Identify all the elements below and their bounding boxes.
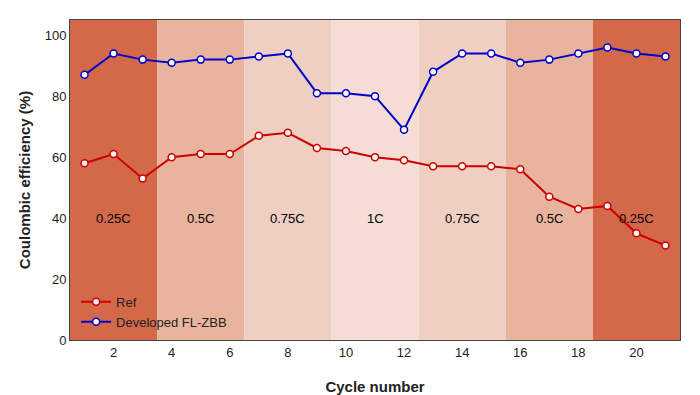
svg-text:Ref: Ref: [116, 295, 137, 310]
svg-text:20: 20: [52, 272, 66, 287]
svg-text:0: 0: [59, 333, 66, 348]
svg-text:40: 40: [52, 211, 66, 226]
svg-text:0.5C: 0.5C: [187, 211, 214, 226]
svg-text:1C: 1C: [367, 211, 384, 226]
svg-text:18: 18: [571, 345, 585, 360]
svg-text:12: 12: [397, 345, 411, 360]
svg-text:6: 6: [226, 345, 233, 360]
svg-text:20: 20: [629, 345, 643, 360]
svg-text:0.5C: 0.5C: [536, 211, 563, 226]
svg-text:Coulombic efficiency (%): Coulombic efficiency (%): [16, 91, 33, 269]
svg-text:60: 60: [52, 150, 66, 165]
svg-text:14: 14: [455, 345, 469, 360]
svg-text:2: 2: [110, 345, 117, 360]
svg-text:Developed FL-ZBB: Developed FL-ZBB: [116, 315, 227, 330]
svg-text:10: 10: [339, 345, 353, 360]
svg-text:0.75C: 0.75C: [445, 211, 480, 226]
svg-text:4: 4: [168, 345, 175, 360]
svg-text:0.75C: 0.75C: [270, 211, 305, 226]
svg-text:Cycle number: Cycle number: [325, 378, 424, 395]
svg-text:80: 80: [52, 89, 66, 104]
svg-text:16: 16: [513, 345, 527, 360]
svg-text:8: 8: [284, 345, 291, 360]
svg-text:0.25C: 0.25C: [619, 211, 654, 226]
svg-text:100: 100: [45, 28, 67, 43]
svg-text:0.25C: 0.25C: [96, 211, 131, 226]
